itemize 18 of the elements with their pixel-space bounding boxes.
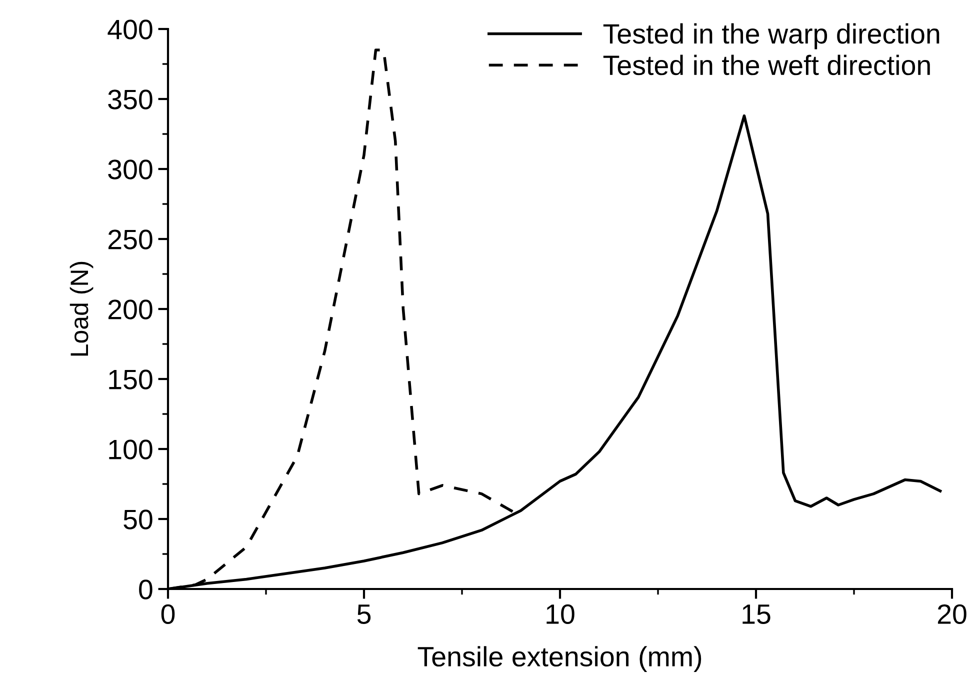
x-tick-label: 10 [546,604,574,624]
x-tick-label: 15 [742,604,770,624]
x-tick-label: 0 [161,604,175,624]
y-tick-label: 250 [108,230,152,250]
y-tick-label: 400 [108,20,152,40]
legend-label: Tested in the weft direction [603,54,930,76]
y-tick-label: 300 [108,160,152,180]
y-tick-label: 0 [139,580,152,600]
y-axis-title: Load (N) [70,262,94,356]
x-tick-label: 20 [938,604,966,624]
legend-label: Tested in the warp direction [603,23,940,50]
x-tick-label: 5 [357,604,371,624]
y-tick-label: 350 [108,90,152,110]
x-axis-title: Tensile extension (mm) [418,646,702,672]
y-tick-label: 50 [124,510,152,530]
y-tick-label: 200 [108,300,152,320]
y-tick-label: 100 [109,440,152,460]
y-tick-label: 150 [109,370,152,390]
